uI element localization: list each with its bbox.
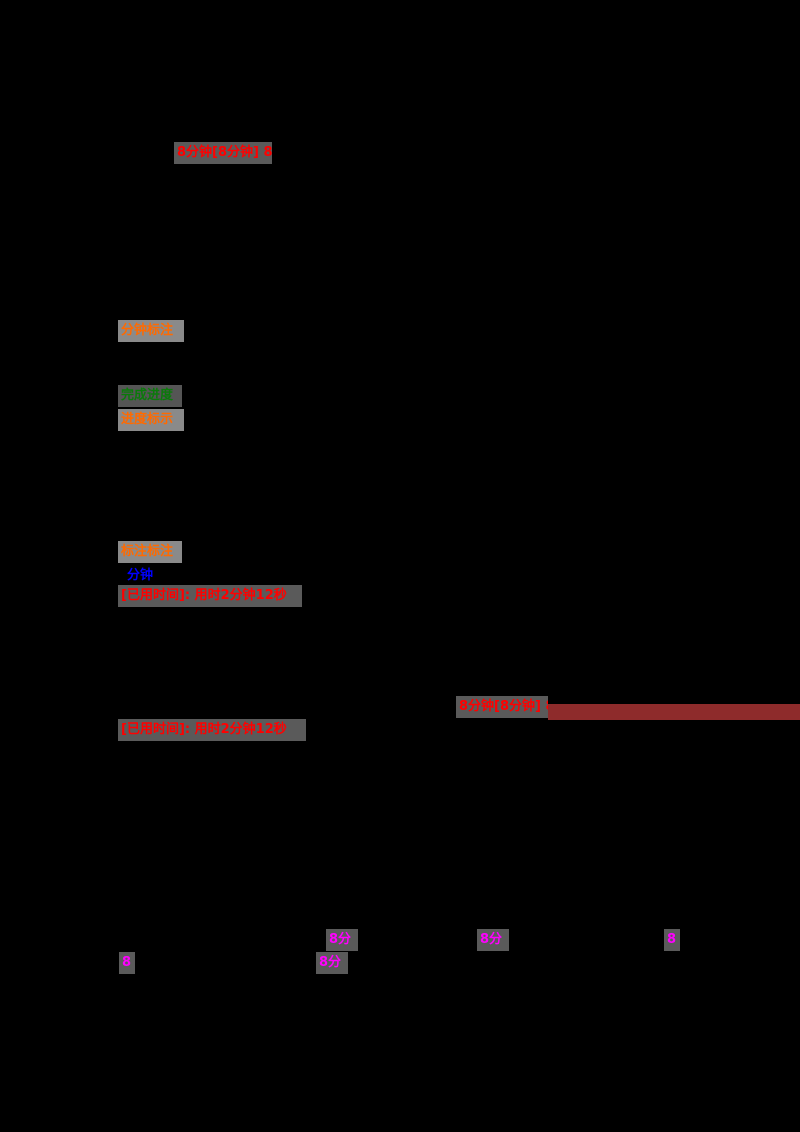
- right-title-label: 8分钟[8分钟] 8: [456, 696, 548, 718]
- blue-label-1: 分钟: [124, 565, 176, 587]
- orange-label-2: 进度标示: [118, 409, 184, 431]
- magenta-label-4: 8: [119, 952, 135, 974]
- green-label-1: 完成进度: [118, 385, 182, 407]
- progress-bar: [548, 704, 800, 720]
- magenta-label-3: 8: [664, 929, 680, 951]
- magenta-label-5: 8分: [316, 952, 348, 974]
- elapsed-time-row-1: [已用时间]: 用时2分钟12秒: [118, 585, 302, 607]
- magenta-label-2: 8分: [477, 929, 509, 951]
- orange-label-1: 分钟标注: [118, 320, 184, 342]
- orange-label-3: 标注标注: [118, 541, 182, 563]
- top-title-label: 8分钟[8分钟] 8: [174, 142, 272, 164]
- magenta-label-1: 8分: [326, 929, 358, 951]
- elapsed-time-row-2: [已用时间]: 用时2分钟12秒: [118, 719, 306, 741]
